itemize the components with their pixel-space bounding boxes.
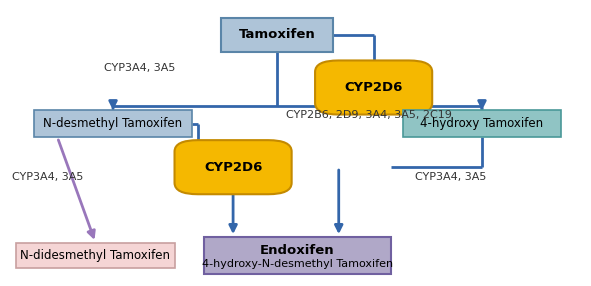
FancyBboxPatch shape [174,140,291,194]
FancyBboxPatch shape [315,60,432,114]
Text: CYP2B6, 2D9, 3A4, 3A5, 2C19: CYP2B6, 2D9, 3A4, 3A5, 2C19 [286,110,452,120]
Text: 4-hydroxy Tamoxifen: 4-hydroxy Tamoxifen [420,117,544,130]
FancyBboxPatch shape [17,243,174,268]
Text: CYP3A4, 3A5: CYP3A4, 3A5 [103,63,175,73]
FancyBboxPatch shape [34,110,192,137]
Text: Tamoxifen: Tamoxifen [239,28,316,41]
Text: CYP2D6: CYP2D6 [204,161,262,174]
Text: 4-hydroxy-N-desmethyl Tamoxifen: 4-hydroxy-N-desmethyl Tamoxifen [202,259,393,269]
FancyBboxPatch shape [204,237,391,274]
Text: Endoxifen: Endoxifen [260,244,335,257]
Text: CYP3A4, 3A5: CYP3A4, 3A5 [415,172,486,182]
Text: CYP3A4, 3A5: CYP3A4, 3A5 [12,172,83,182]
Text: CYP2D6: CYP2D6 [345,81,403,94]
FancyBboxPatch shape [222,18,333,52]
Text: N-desmethyl Tamoxifen: N-desmethyl Tamoxifen [44,117,183,130]
Text: N-didesmethyl Tamoxifen: N-didesmethyl Tamoxifen [21,249,170,262]
FancyBboxPatch shape [403,110,561,137]
